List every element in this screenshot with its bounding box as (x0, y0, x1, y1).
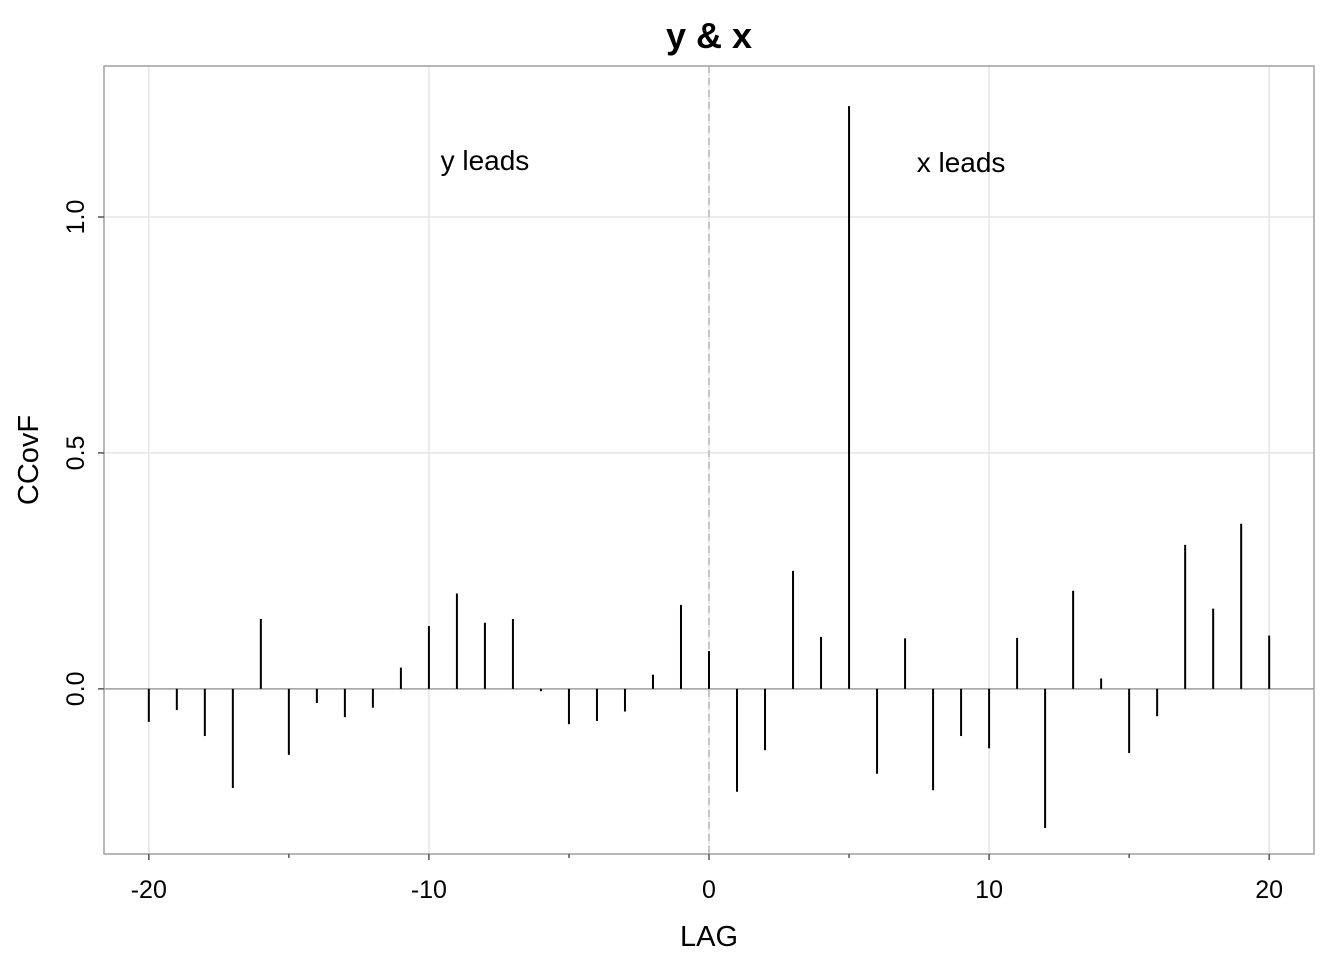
y-tick-label: 1.0 (62, 200, 90, 235)
y-axis-label: CCovF (13, 415, 45, 505)
grid-lines (104, 66, 1314, 854)
x-tick-label: 20 (1255, 876, 1283, 904)
x-axis-ticks: -20 -10 0 10 20 (131, 854, 1283, 904)
x-tick-label: 0 (702, 876, 716, 904)
x-tick-label: 10 (975, 876, 1003, 904)
chart-title: y & x (666, 15, 752, 56)
x-axis-label: LAG (680, 921, 738, 953)
y-tick-label: 0.5 (62, 436, 90, 471)
y-tick-label: 0.0 (62, 671, 90, 706)
annotations: y leads x leads (441, 145, 1006, 178)
y-axis-ticks: 0.0 0.5 1.0 (62, 200, 104, 706)
annotation-label: y leads (441, 145, 530, 176)
bars (147, 106, 1271, 829)
annotation-label: x leads (917, 147, 1006, 178)
x-tick-label: -20 (131, 876, 167, 904)
x-tick-label: -10 (411, 876, 447, 904)
